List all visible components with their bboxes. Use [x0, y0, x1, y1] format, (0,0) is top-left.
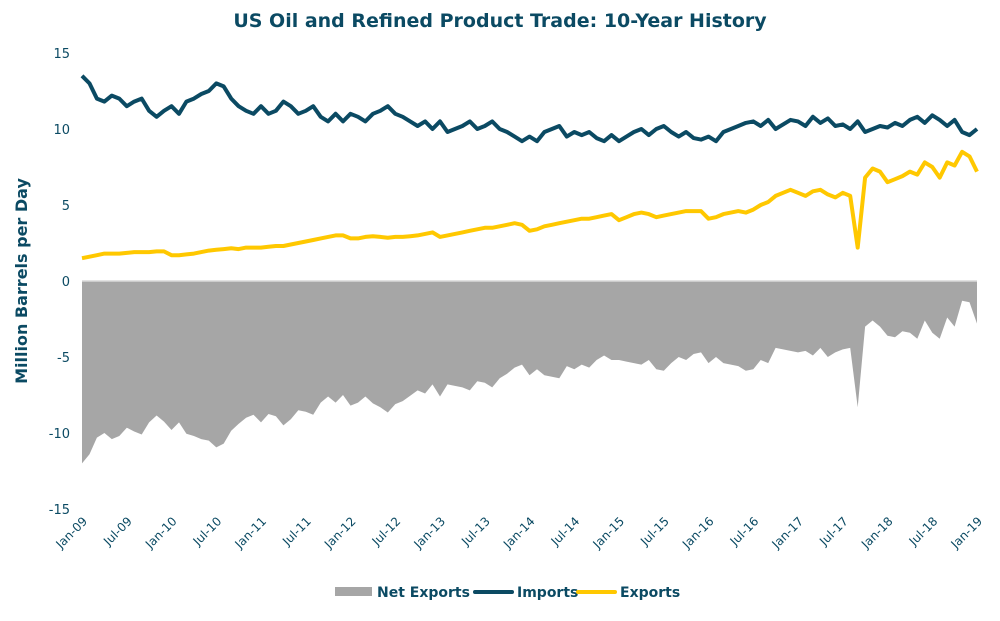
x-tick-label: Jan-09	[53, 514, 91, 552]
legend-item-exports: Exports	[576, 585, 680, 601]
legend-item-imports: Imports	[473, 585, 578, 601]
y-tick-label: 15	[53, 47, 70, 62]
legend-label: Imports	[517, 585, 578, 601]
net-exports-area	[82, 281, 977, 464]
chart-title: US Oil and Refined Product Trade: 10-Yea…	[233, 10, 767, 32]
legend-label: Exports	[620, 585, 680, 601]
y-tick-label: 5	[62, 199, 70, 214]
x-tick-label: Jul-12	[369, 514, 404, 549]
x-tick-label: Jul-16	[727, 514, 762, 549]
y-tick-label: -15	[49, 503, 70, 518]
x-tick-label: Jul-18	[906, 514, 941, 549]
x-tick-label: Jul-11	[279, 514, 314, 549]
x-tick-label: Jul-09	[100, 514, 135, 549]
x-tick-label: Jul-17	[816, 514, 851, 549]
x-tick-label: Jan-17	[769, 514, 807, 552]
legend-label: Net Exports	[377, 585, 470, 601]
x-tick-label: Jul-15	[637, 514, 672, 549]
x-tick-label: Jan-11	[232, 514, 270, 552]
imports-line	[80, 74, 979, 144]
x-tick-label: Jan-10	[142, 514, 180, 552]
y-tick-label: -10	[49, 427, 70, 442]
y-tick-label: 10	[53, 123, 70, 138]
x-tick-label: Jan-19	[948, 514, 986, 552]
x-tick-label: Jan-16	[679, 514, 717, 552]
x-tick-label: Jan-18	[858, 514, 896, 552]
legend-item-net-exports: Net Exports	[335, 585, 470, 601]
x-tick-label: Jan-14	[500, 514, 538, 552]
x-tick-label: Jul-13	[458, 514, 493, 549]
y-axis-label: Million Barrels per Day	[12, 178, 31, 384]
exports-line	[81, 149, 979, 261]
x-tick-label: Jul-14	[548, 514, 583, 549]
x-tick-label: Jul-10	[190, 514, 225, 549]
legend-swatch	[335, 587, 372, 596]
y-tick-label: -5	[57, 351, 70, 366]
x-tick-label: Jan-13	[411, 514, 449, 552]
x-tick-label: Jan-15	[590, 514, 628, 552]
y-tick-label: 0	[62, 275, 70, 290]
x-tick-label: Jan-12	[321, 514, 359, 552]
